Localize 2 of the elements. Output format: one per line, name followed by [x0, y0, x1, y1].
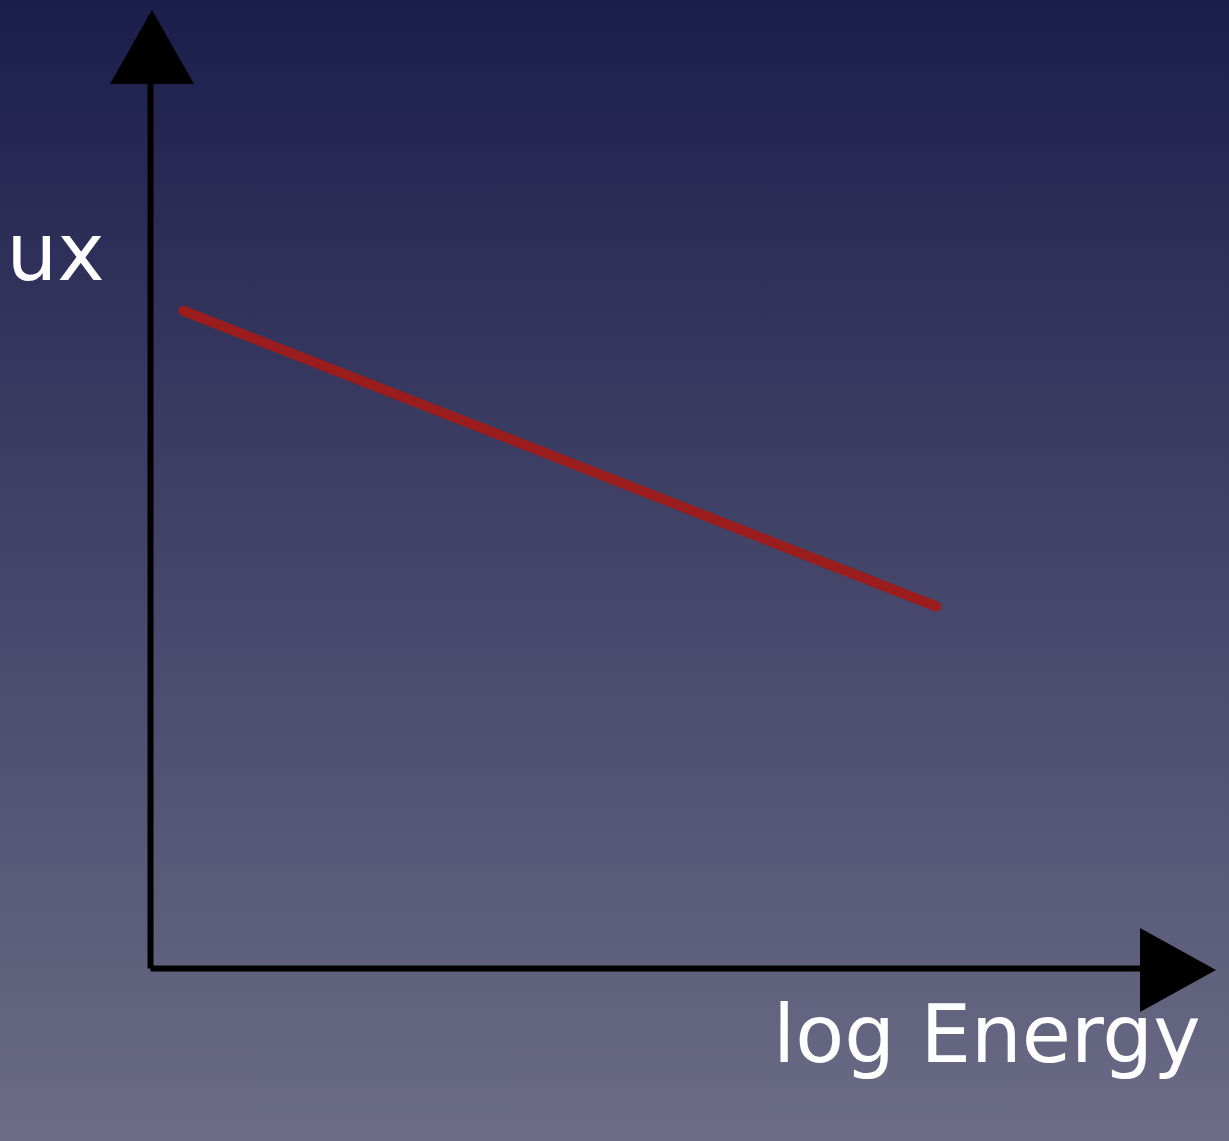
x-axis-title: log Energy	[773, 987, 1201, 1081]
y-axis-title: ux	[6, 205, 105, 299]
